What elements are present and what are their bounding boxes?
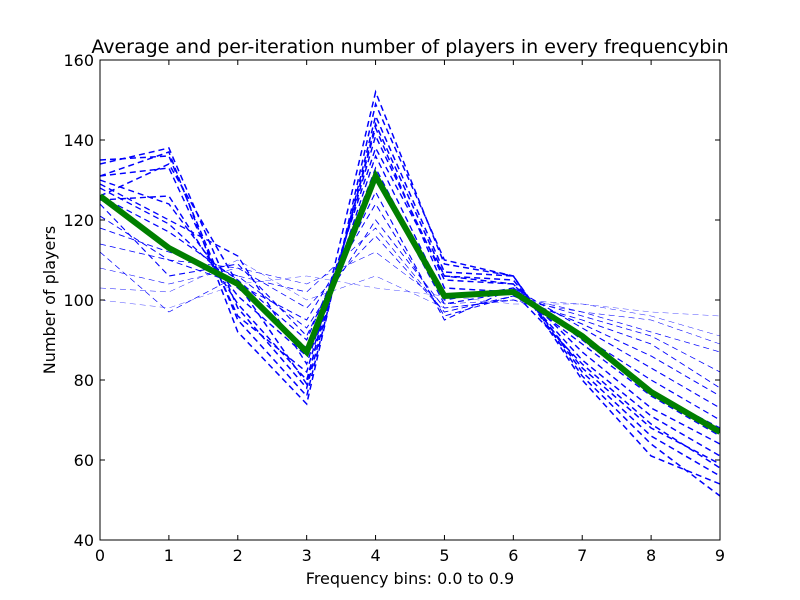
y-tick-label: 100 bbox=[63, 291, 94, 310]
iteration-line-3 bbox=[100, 227, 720, 353]
iteration-line-7 bbox=[100, 190, 720, 409]
y-tick-label: 80 bbox=[74, 371, 94, 390]
x-tick-label: 1 bbox=[164, 546, 174, 565]
y-tick-label: 160 bbox=[63, 51, 94, 70]
y-tick-label: 140 bbox=[63, 131, 94, 150]
iteration-line-6 bbox=[100, 203, 720, 397]
iteration-line-1 bbox=[100, 259, 720, 337]
plot-frame bbox=[99, 59, 721, 541]
average-line bbox=[100, 169, 720, 435]
x-tick-label: 7 bbox=[577, 546, 587, 565]
iteration-line-2 bbox=[100, 251, 720, 345]
iteration-line-14 bbox=[100, 113, 720, 477]
x-tick-label: 3 bbox=[302, 546, 312, 565]
iteration-line-13 bbox=[100, 121, 720, 465]
iteration-line-17 bbox=[100, 125, 720, 469]
y-tick-label: 120 bbox=[63, 211, 94, 230]
y-axis-title: Number of players bbox=[40, 226, 59, 375]
y-tick-label: 40 bbox=[74, 531, 94, 550]
x-tick-label: 9 bbox=[715, 546, 725, 565]
x-tick-label: 6 bbox=[508, 546, 518, 565]
iteration-line-16 bbox=[100, 89, 720, 497]
x-axis-title: Frequency bins: 0.0 to 0.9 bbox=[306, 569, 514, 588]
plot-area bbox=[100, 89, 720, 497]
x-tick-label: 0 bbox=[95, 546, 105, 565]
iteration-line-15 bbox=[100, 101, 720, 485]
iteration-line-10 bbox=[100, 154, 720, 437]
chart-title: Average and per-iteration number of play… bbox=[91, 36, 728, 58]
iteration-line-12 bbox=[100, 133, 720, 457]
y-tick-label: 60 bbox=[74, 451, 94, 470]
x-tick-label: 2 bbox=[233, 546, 243, 565]
x-tick-label: 8 bbox=[646, 546, 656, 565]
x-tick-label: 5 bbox=[439, 546, 449, 565]
x-tick-label: 4 bbox=[370, 546, 380, 565]
iteration-line-5 bbox=[100, 219, 720, 389]
iteration-line-0 bbox=[100, 275, 720, 317]
axes: 0 1 2 3 4 5 6 7 8 9 40 60 80 100 120 140 160 bbox=[63, 51, 725, 565]
